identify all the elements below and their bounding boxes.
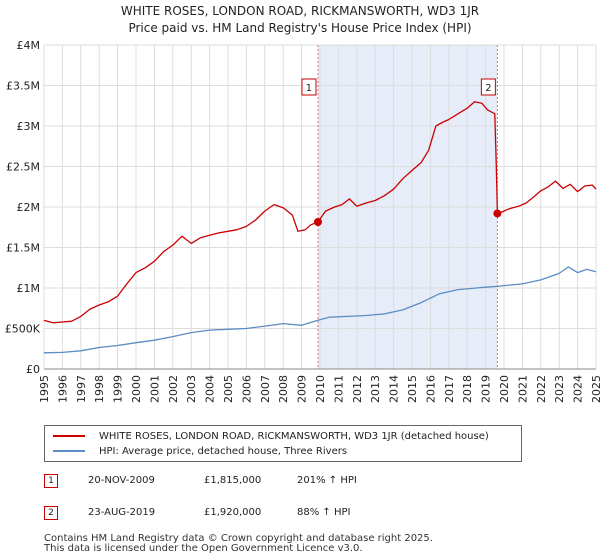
transaction-marker-badge: 2 [44,506,58,520]
legend-label-property: WHITE ROSES, LONDON ROAD, RICKMANSWORTH,… [99,431,489,442]
marker-badge-label: 1 [306,83,312,94]
legend-item-hpi: HPI: Average price, detached house, Thre… [53,445,347,459]
y-tick-label: £2.5M [6,161,40,174]
sale-point [493,209,502,218]
x-tick-label: 2013 [369,375,382,403]
transaction-date: 20-NOV-2009 [88,475,155,486]
x-tick-label: 1995 [38,375,51,403]
x-tick-label: 1998 [93,375,106,403]
x-tick-label: 2007 [259,375,272,403]
x-tick-label: 2002 [167,375,180,403]
legend: WHITE ROSES, LONDON ROAD, RICKMANSWORTH,… [44,425,522,462]
legend-label-hpi: HPI: Average price, detached house, Thre… [99,446,348,457]
series-line-hpi [43,266,597,354]
x-tick-label: 2010 [314,375,327,403]
transaction-hpi-change: 88% ↑ HPI [297,507,351,518]
marker-badge [480,78,496,96]
x-tick-label: 2019 [480,375,493,403]
x-tick-label: 1999 [112,375,125,403]
chart-title: WHITE ROSES, LONDON ROAD, RICKMANSWORTH,… [120,4,480,18]
x-tick-label: 1997 [75,375,88,403]
transaction-date: 23-AUG-2019 [88,507,156,518]
transaction-price: £1,815,000 [204,475,262,486]
x-tick-label: 2020 [498,375,511,403]
y-tick-label: £1.5M [6,242,40,255]
transaction-marker-badge: 1 [44,474,58,488]
price-chart: £0 £500K £1M £1.5M £2M £2.5M £3M £3.5M £4M 1995 19… [5,39,600,403]
x-tick-label: 1996 [56,375,69,403]
x-tick-label: 2025 [590,375,600,403]
series-line-property [43,101,597,324]
legend-swatch-red [53,435,85,437]
y-tick-label: £4M [17,39,41,52]
sale-point [313,217,322,226]
y-tick-label: £0 [26,363,40,376]
legend-item-property: WHITE ROSES, LONDON ROAD, RICKMANSWORTH,… [53,430,489,444]
x-tick-label: 2024 [572,375,585,403]
x-tick-label: 2000 [130,375,143,403]
x-tick-label: 2015 [406,375,419,403]
x-tick-label: 2008 [277,375,290,403]
marker-badge [301,78,317,96]
y-tick-label: £1M [17,282,41,295]
x-tick-label: 2023 [553,375,566,403]
x-tick-label: 2014 [388,375,401,403]
x-tick-label: 2022 [535,375,548,403]
x-tick-label: 2005 [222,375,235,403]
y-tick-label: £500K [5,323,41,336]
footer-copyright: Contains HM Land Registry data © Crown c… [44,533,433,544]
transaction-hpi-change: 201% ↑ HPI [297,475,357,486]
y-tick-label: £3.5M [6,80,40,93]
x-tick-label: 2006 [240,375,253,403]
x-tick-label: 2011 [332,375,345,403]
y-tick-label: £2M [17,201,41,214]
legend-swatch-blue [53,450,85,452]
x-tick-label: 2012 [351,375,364,403]
transaction-price: £1,920,000 [204,507,262,518]
x-tick-label: 2018 [461,375,474,403]
marker-badge-label: 2 [485,83,491,94]
x-tick-label: 2017 [443,375,456,403]
x-tick-label: 2009 [296,375,309,403]
x-tick-label: 2016 [424,375,437,403]
footer-licence: This data is licensed under the Open Gov… [44,543,363,554]
x-tick-label: 2004 [204,375,217,403]
x-tick-label: 2001 [148,375,161,403]
y-tick-label: £3M [17,120,41,133]
x-tick-label: 2003 [185,375,198,403]
chart-subtitle: Price paid vs. HM Land Registry's House … [128,21,472,35]
x-tick-label: 2021 [516,375,529,403]
